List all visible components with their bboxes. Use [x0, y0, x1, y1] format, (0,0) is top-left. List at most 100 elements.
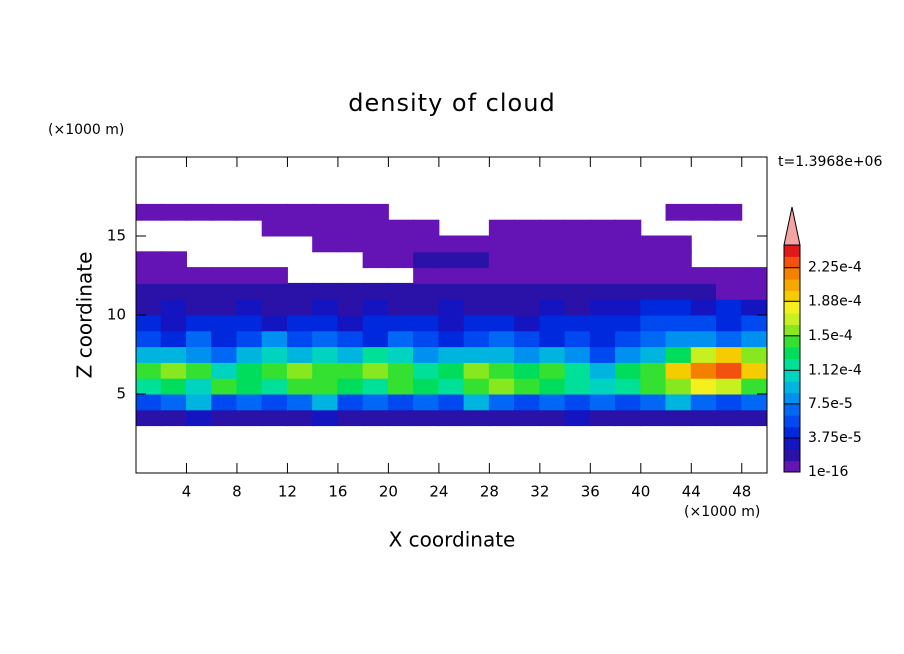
field-cell [236, 393, 263, 411]
field-cell [211, 330, 238, 348]
field-cell [261, 203, 288, 221]
field-cell [640, 409, 667, 427]
field-cell [539, 235, 566, 253]
x-tick-label: 24 [429, 483, 448, 501]
colorbar-band [784, 301, 800, 314]
x-tick-label: 48 [732, 483, 751, 501]
field-cell [312, 393, 339, 411]
field-cell [236, 203, 263, 221]
colorbar-band [784, 369, 800, 382]
field-cell [716, 203, 743, 221]
field-cell [640, 330, 667, 348]
field-cell [438, 377, 465, 395]
field-cell [589, 330, 617, 348]
colorbar-band [784, 347, 800, 359]
field-cell [716, 314, 743, 332]
colorbar-band [784, 403, 800, 416]
field-cell [665, 298, 692, 316]
field-cell [136, 409, 162, 427]
colorbar-band [784, 437, 800, 450]
field-cell [438, 409, 465, 427]
field-cell [261, 267, 288, 284]
field-cell [463, 361, 490, 379]
x-tick-label: 44 [682, 483, 701, 501]
field-cell [337, 330, 364, 348]
field-cell [362, 361, 389, 379]
field-cell [387, 298, 415, 316]
field-cell [514, 346, 541, 363]
field-cell [286, 393, 314, 411]
field-cell [413, 393, 440, 411]
field-cell [741, 267, 767, 284]
field-cell [589, 377, 617, 395]
field-cell [665, 282, 692, 300]
field-cell [160, 298, 187, 316]
field-cell [463, 330, 490, 348]
field-cell [716, 267, 743, 284]
field-cell [211, 409, 238, 427]
field-cell [690, 377, 718, 395]
field-cell [413, 298, 440, 316]
field-cell [387, 282, 415, 300]
field-cell [665, 393, 692, 411]
field-cell [261, 393, 288, 411]
field-cell [413, 267, 440, 284]
colorbar-band [784, 449, 800, 462]
field-cell [337, 203, 364, 221]
field-cell [312, 219, 339, 237]
field-cell [741, 298, 767, 316]
field-cell [438, 330, 465, 348]
y-tick-label: 5 [116, 385, 126, 403]
field-cell [665, 203, 692, 221]
field-cell [539, 361, 566, 379]
field-cell [160, 330, 187, 348]
field-cell [136, 251, 162, 269]
field-cell [236, 330, 263, 348]
field-cell [160, 251, 187, 269]
field-cell [438, 393, 465, 411]
field-cell [387, 361, 415, 379]
field-cell [514, 330, 541, 348]
x-tick-label: 28 [480, 483, 499, 501]
field-cell [640, 267, 667, 284]
field-cell [488, 393, 516, 411]
field-cell [362, 282, 389, 300]
field-cell [716, 282, 743, 300]
field-cell [312, 314, 339, 332]
field-cell [514, 282, 541, 300]
colorbar-band [784, 335, 800, 348]
field-cell [362, 219, 389, 237]
field-cell [488, 267, 516, 284]
field-cell [564, 314, 591, 332]
field-cell [640, 251, 667, 269]
field-cell [286, 330, 314, 348]
field-cell [716, 409, 743, 427]
field-cell [539, 298, 566, 316]
field-cell [136, 298, 162, 316]
field-cell [690, 203, 718, 221]
field-cell [514, 361, 541, 379]
field-cell [286, 314, 314, 332]
field-cell [387, 330, 415, 348]
field-cell [312, 361, 339, 379]
field-cell [362, 393, 389, 411]
field-cell [615, 282, 642, 300]
field-cell [741, 377, 767, 395]
field-cell [413, 346, 440, 363]
field-cell [413, 377, 440, 395]
field-cell [185, 330, 213, 348]
field-cell [387, 409, 415, 427]
field-cell [261, 377, 288, 395]
field-cell [413, 330, 440, 348]
field-cell [438, 251, 465, 269]
field-cell [185, 298, 213, 316]
field-cell [716, 330, 743, 348]
field-cell [286, 282, 314, 300]
colorbar-band [784, 267, 800, 280]
field-cell [185, 377, 213, 395]
field-cell [463, 282, 490, 300]
field-cell [185, 314, 213, 332]
field-cell [564, 361, 591, 379]
field-cell [665, 346, 692, 363]
field-cell [136, 377, 162, 395]
